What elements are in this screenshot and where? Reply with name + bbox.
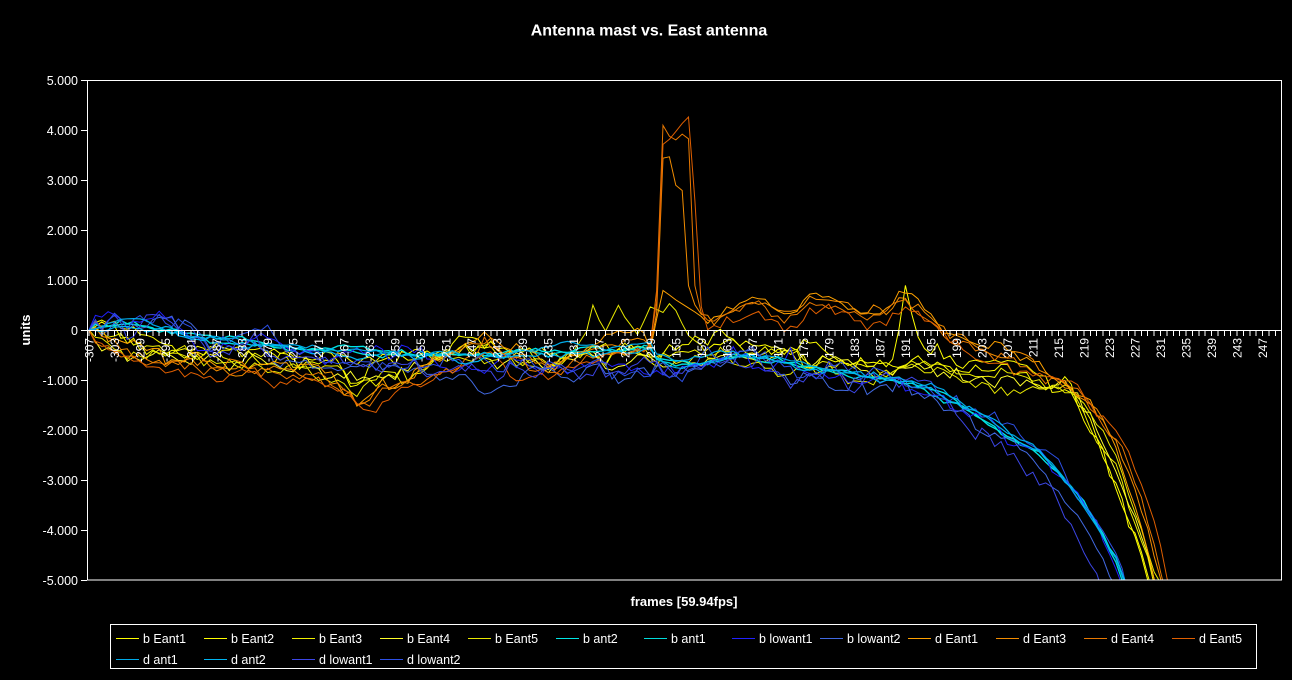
svg-text:-247: -247 [465, 338, 479, 362]
svg-text:175: 175 [797, 338, 811, 358]
svg-text:units: units [18, 314, 33, 345]
svg-text:223: 223 [1103, 338, 1117, 358]
svg-text:5.000: 5.000 [47, 74, 78, 88]
svg-text:b lowant2: b lowant2 [847, 632, 901, 646]
svg-text:-2.000: -2.000 [43, 424, 78, 438]
svg-text:159: 159 [695, 338, 709, 358]
svg-text:-239: -239 [516, 338, 530, 362]
svg-text:203: 203 [975, 338, 989, 358]
svg-text:-271: -271 [312, 338, 326, 362]
svg-text:211: 211 [1026, 338, 1040, 357]
svg-text:-3.000: -3.000 [43, 474, 78, 488]
svg-text:155: 155 [669, 338, 683, 358]
svg-text:-259: -259 [389, 338, 403, 362]
svg-text:-299: -299 [134, 338, 148, 362]
svg-text:-275: -275 [287, 338, 301, 362]
svg-text:frames [59.94fps]: frames [59.94fps] [631, 594, 738, 609]
svg-text:b ant2: b ant2 [583, 632, 618, 646]
svg-text:d Eant3: d Eant3 [1023, 632, 1066, 646]
svg-text:191: 191 [899, 338, 913, 358]
svg-text:-295: -295 [159, 338, 173, 362]
svg-text:-291: -291 [185, 338, 199, 362]
svg-text:-307: -307 [83, 338, 97, 362]
svg-text:219: 219 [1078, 338, 1092, 358]
svg-text:-219: -219 [644, 338, 658, 362]
svg-text:-223: -223 [618, 338, 632, 362]
svg-text:d ant1: d ant1 [143, 653, 178, 667]
svg-text:b Eant2: b Eant2 [231, 632, 274, 646]
svg-text:b Eant3: b Eant3 [319, 632, 362, 646]
svg-text:227: 227 [1129, 338, 1143, 358]
svg-text:239: 239 [1205, 338, 1219, 358]
svg-text:d Eant1: d Eant1 [935, 632, 978, 646]
svg-text:199: 199 [950, 338, 964, 358]
svg-text:2.000: 2.000 [47, 224, 78, 238]
svg-text:1.000: 1.000 [47, 274, 78, 288]
svg-text:187: 187 [873, 338, 887, 358]
svg-text:d lowant1: d lowant1 [319, 653, 373, 667]
svg-text:-1.000: -1.000 [43, 374, 78, 388]
svg-text:-279: -279 [261, 338, 275, 362]
svg-text:-243: -243 [491, 338, 505, 362]
svg-text:-287: -287 [210, 338, 224, 362]
svg-text:-235: -235 [542, 338, 556, 362]
svg-text:-251: -251 [440, 338, 454, 362]
svg-text:d lowant2: d lowant2 [407, 653, 461, 667]
svg-text:b Eant4: b Eant4 [407, 632, 450, 646]
svg-text:235: 235 [1180, 338, 1194, 358]
svg-text:-283: -283 [236, 338, 250, 362]
svg-text:183: 183 [848, 338, 862, 358]
svg-text:243: 243 [1231, 338, 1245, 358]
svg-text:231: 231 [1154, 338, 1168, 358]
svg-text:b lowant1: b lowant1 [759, 632, 813, 646]
svg-text:4.000: 4.000 [47, 124, 78, 138]
svg-text:207: 207 [1001, 338, 1015, 358]
svg-text:d ant2: d ant2 [231, 653, 266, 667]
svg-text:Antenna mast vs. East antenna: Antenna mast vs. East antenna [531, 23, 768, 40]
svg-text:b ant1: b ant1 [671, 632, 706, 646]
svg-text:-231: -231 [567, 338, 581, 362]
svg-text:d Eant4: d Eant4 [1111, 632, 1154, 646]
svg-text:195: 195 [924, 338, 938, 358]
svg-text:0: 0 [71, 324, 78, 338]
svg-text:-303: -303 [108, 338, 122, 362]
svg-text:d Eant5: d Eant5 [1199, 632, 1242, 646]
svg-text:-227: -227 [593, 338, 607, 362]
svg-text:163: 163 [720, 338, 734, 358]
svg-text:247: 247 [1256, 338, 1270, 358]
svg-text:171: 171 [771, 338, 785, 358]
svg-text:b Eant1: b Eant1 [143, 632, 186, 646]
svg-text:3.000: 3.000 [47, 174, 78, 188]
svg-text:167: 167 [746, 338, 760, 358]
svg-text:-4.000: -4.000 [43, 524, 78, 538]
svg-text:b Eant5: b Eant5 [495, 632, 538, 646]
svg-text:215: 215 [1052, 338, 1066, 358]
svg-text:179: 179 [822, 338, 836, 358]
svg-text:-255: -255 [414, 338, 428, 362]
svg-text:-267: -267 [338, 338, 352, 362]
svg-text:-5.000: -5.000 [43, 574, 78, 588]
svg-text:-263: -263 [363, 338, 377, 362]
